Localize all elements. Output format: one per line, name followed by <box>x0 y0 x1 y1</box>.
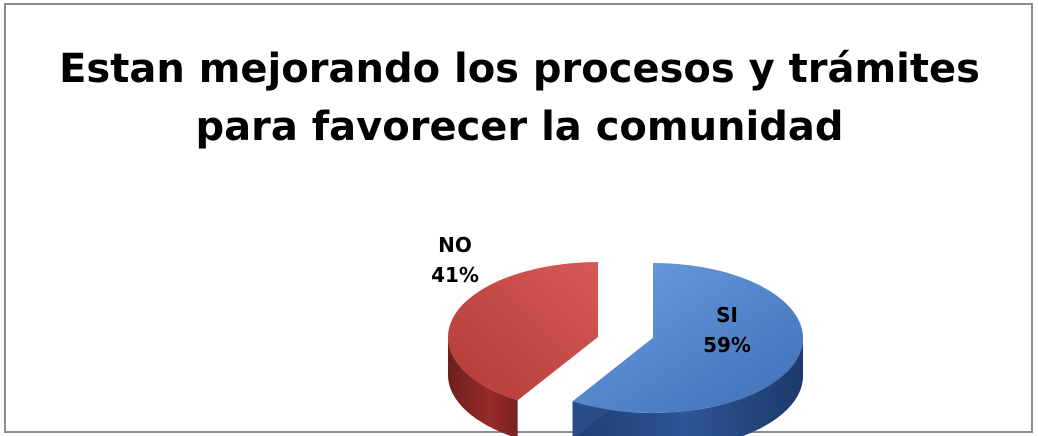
chart-title: Estan mejorando los procesos y trámites … <box>0 40 1039 156</box>
pie-slice-top <box>572 263 803 413</box>
slice-label-si: SI <box>716 303 738 327</box>
slice-percent-si: 59% <box>703 333 751 357</box>
pie-slice-no <box>447 262 598 436</box>
chart-title-line-2: para favorecer la comunidad <box>195 104 844 150</box>
slice-percent-no: 41% <box>431 263 479 287</box>
chart-title-line-1: Estan mejorando los procesos y trámites <box>59 46 980 92</box>
pie-slice-side <box>448 337 518 436</box>
pie-slice-side <box>572 338 803 436</box>
slice-label-no: NO <box>438 233 472 257</box>
pie-slice-top <box>447 262 598 401</box>
pie-slice-si <box>572 263 803 436</box>
